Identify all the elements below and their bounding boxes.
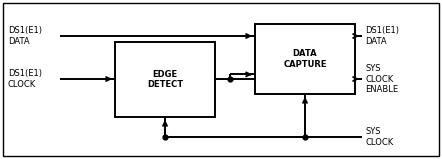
Bar <box>255 24 355 94</box>
Text: DS1(E1)
CLOCK: DS1(E1) CLOCK <box>8 69 42 89</box>
Text: SYS
CLOCK
ENABLE: SYS CLOCK ENABLE <box>365 64 398 94</box>
Bar <box>115 42 215 117</box>
Text: SYS
CLOCK: SYS CLOCK <box>365 127 393 147</box>
Text: EDGE
DETECT: EDGE DETECT <box>147 70 183 89</box>
Text: DATA
CAPTURE: DATA CAPTURE <box>283 49 327 69</box>
Text: DS1(E1)
DATA: DS1(E1) DATA <box>365 26 399 46</box>
Text: DS1(E1)
DATA: DS1(E1) DATA <box>8 26 42 46</box>
